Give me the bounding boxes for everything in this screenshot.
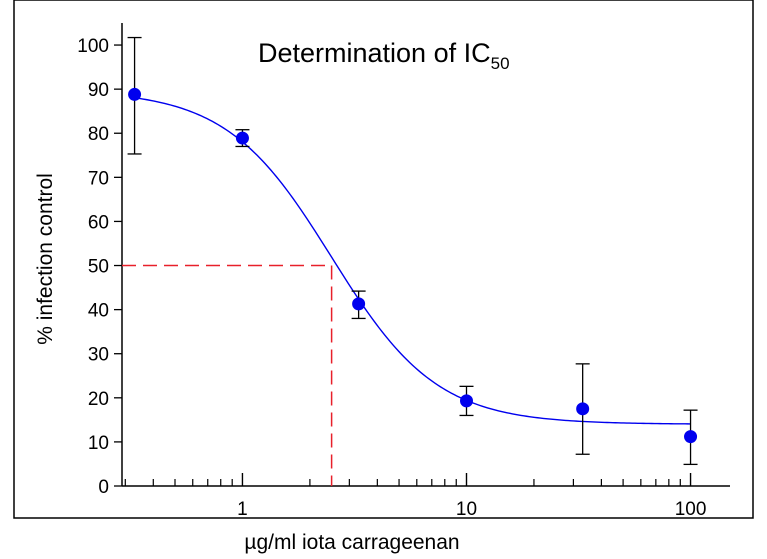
y-tick-label: 80 <box>88 124 109 145</box>
y-tick-label: 60 <box>88 212 109 233</box>
data-point <box>235 131 249 145</box>
data-point <box>128 87 142 101</box>
y-axis-title: % infection control <box>34 173 57 345</box>
y-tick-label: 30 <box>88 345 109 366</box>
y-tick-label: 90 <box>88 80 109 101</box>
chart-frame <box>13 0 754 519</box>
y-tick-label: 50 <box>88 257 109 278</box>
data-point <box>459 394 473 408</box>
y-tick-label: 100 <box>77 36 109 57</box>
data-point <box>576 402 590 416</box>
chart-title: Determination of IC50 <box>258 38 510 73</box>
y-tick-label: 20 <box>88 389 109 410</box>
fit-curve <box>134 97 691 425</box>
x-tick-label: 1 <box>237 499 248 520</box>
data-point <box>684 430 698 444</box>
y-tick-label: 0 <box>98 477 109 498</box>
x-axis-title: µg/ml iota carrageenan <box>244 531 459 554</box>
x-tick-label: 100 <box>675 499 707 520</box>
data-point <box>352 297 366 311</box>
y-tick-label: 70 <box>88 168 109 189</box>
y-tick-label: 10 <box>88 433 109 454</box>
x-tick-label: 10 <box>456 499 477 520</box>
y-tick-label: 40 <box>88 301 109 322</box>
